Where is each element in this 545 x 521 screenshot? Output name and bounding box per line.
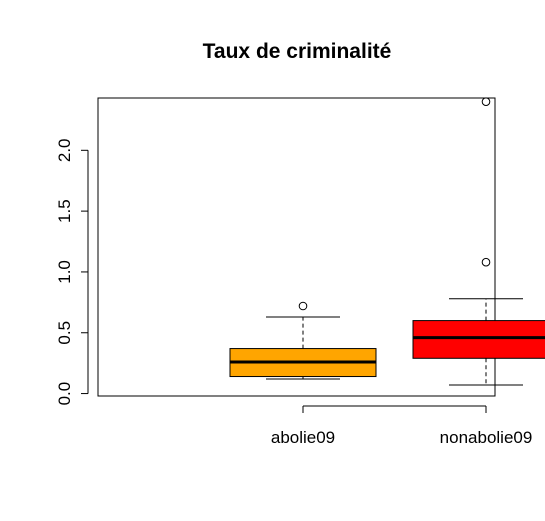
box-abolie09	[229, 301, 377, 380]
chart-title: Taux de criminalité	[203, 40, 392, 63]
box-nonabolie09	[412, 97, 545, 386]
outlier-point	[298, 301, 308, 311]
y-tick-label: 1.0	[55, 260, 74, 284]
y-tick-label: 0.0	[55, 382, 74, 406]
x-axis: abolie09 nonabolie09	[271, 405, 533, 447]
plot-frame	[97, 97, 496, 397]
box-iqr	[412, 320, 545, 359]
outlier-point	[481, 257, 491, 267]
y-tick-label: 2.0	[55, 138, 74, 162]
y-tick-label: 1.5	[55, 199, 74, 223]
y-tick-label: 0.5	[55, 321, 74, 345]
boxes-group	[229, 97, 545, 386]
x-tick-label: nonabolie09	[440, 428, 533, 447]
outlier-point	[481, 97, 491, 106]
y-axis: 0.0 0.5 1.0 1.5 2.0	[55, 138, 89, 406]
x-tick-label: abolie09	[271, 428, 335, 447]
